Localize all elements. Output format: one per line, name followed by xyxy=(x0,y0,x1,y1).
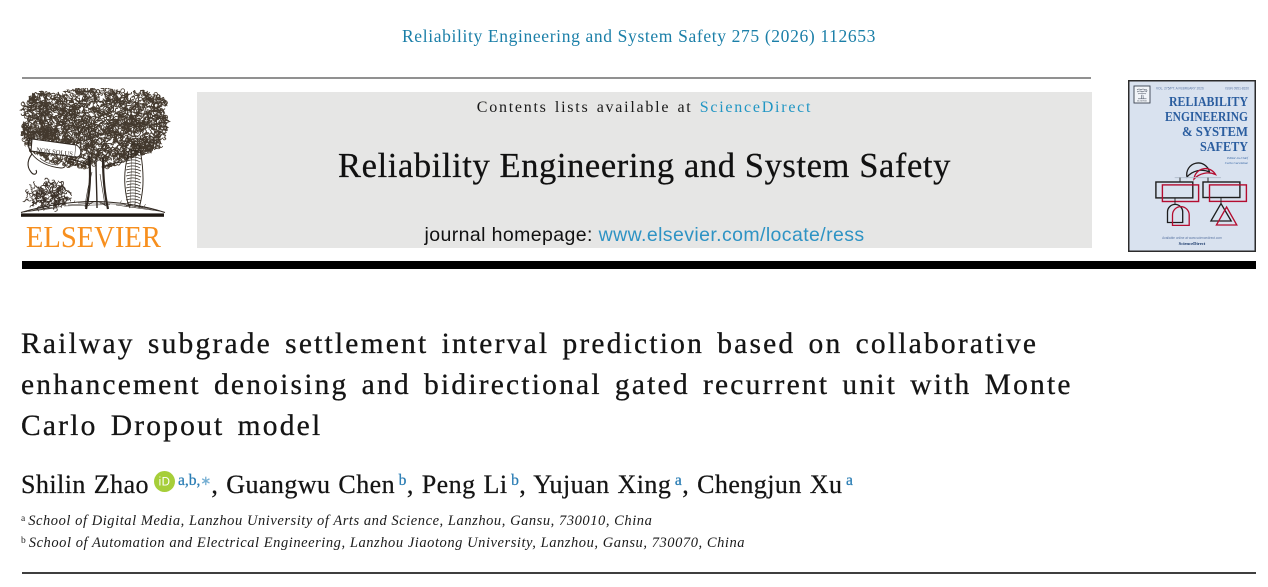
svg-text:RELIABILITY: RELIABILITY xyxy=(1169,94,1248,109)
svg-text:SAFETY: SAFETY xyxy=(1200,139,1248,154)
svg-text:ELSEVIER: ELSEVIER xyxy=(1137,101,1147,103)
svg-text:NON SOLUS: NON SOLUS xyxy=(36,147,74,159)
svg-text:iD: iD xyxy=(159,477,171,489)
svg-text:ScienceDirect: ScienceDirect xyxy=(1179,241,1206,246)
svg-text:Carlo Cacciabue: Carlo Cacciabue xyxy=(1225,161,1249,165)
svg-text:Available online at www.scienc: Available online at www.sciencedirect.co… xyxy=(1162,236,1222,240)
svg-text:& SYSTEM: & SYSTEM xyxy=(1182,124,1248,139)
svg-text:ISSN 0951-8320: ISSN 0951-8320 xyxy=(1225,87,1249,91)
svg-text:ENGINEERING: ENGINEERING xyxy=(1165,109,1248,124)
svg-text:VOL. 275/PT. A FEBRUARY 2026: VOL. 275/PT. A FEBRUARY 2026 xyxy=(1156,87,1204,91)
svg-text:Editor-in-Chief: Editor-in-Chief xyxy=(1226,156,1249,160)
svg-text:ELSEVIER: ELSEVIER xyxy=(26,219,161,252)
